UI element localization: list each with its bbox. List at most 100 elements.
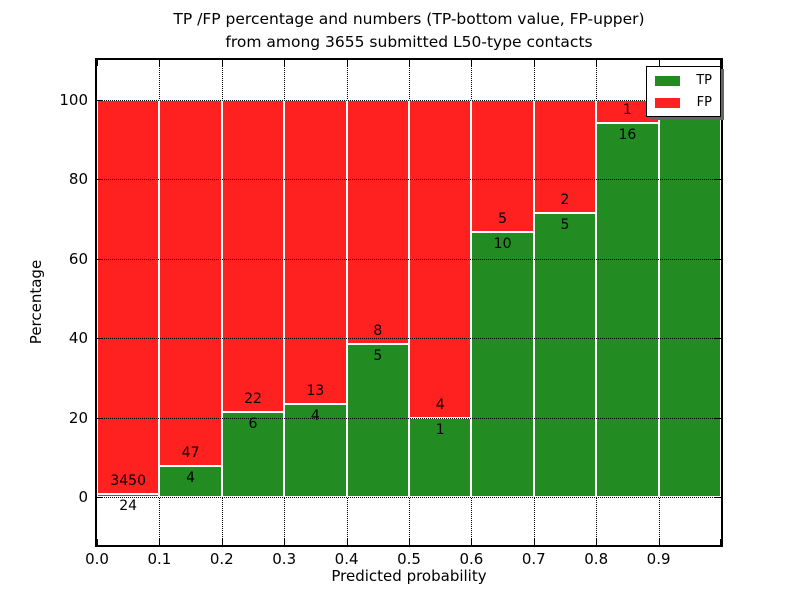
tp-count-label: 16	[618, 127, 637, 144]
y-gridline	[97, 179, 721, 181]
x-tick-mark	[409, 539, 410, 545]
tp-count-label: 4	[186, 469, 196, 486]
fp-count-label: 5	[498, 211, 508, 228]
tp-bar-segment	[658, 100, 721, 497]
x-tick-label: 0.5	[397, 550, 421, 568]
tp-count-label: 6	[248, 415, 258, 432]
plot-area	[95, 58, 723, 547]
y-tick-label: 100	[59, 91, 88, 109]
x-tick-mark	[97, 539, 98, 545]
y-tick-mark	[97, 100, 103, 101]
x-tick-mark	[284, 539, 286, 545]
x-tick-label: 0.2	[209, 550, 234, 568]
x-tick-mark	[720, 60, 721, 66]
fp-count-label: 13	[306, 382, 325, 399]
legend-item-tp: TP	[655, 73, 712, 88]
y-tick-label: 40	[68, 329, 88, 348]
x-tick-label: 0.8	[584, 550, 609, 568]
y-gridline	[97, 497, 721, 498]
fp-count-label: 47	[181, 444, 200, 461]
fp-bar-segment	[533, 100, 597, 214]
x-axis-label: Predicted probability	[331, 567, 487, 585]
y-gridline	[97, 258, 721, 260]
fp-count-label: 3450	[110, 473, 147, 490]
tp-count-label: 24	[119, 498, 138, 515]
y-tick-label: 20	[68, 408, 88, 427]
fp-count-label: 22	[244, 390, 262, 407]
fp-count-label: 2	[560, 192, 570, 209]
y-tick-mark	[97, 179, 103, 181]
fp-bar-segment	[346, 100, 409, 345]
x-tick-mark	[221, 539, 223, 545]
fp-bar-segment	[221, 100, 285, 412]
y-tick-mark	[97, 417, 103, 419]
y-tick-mark	[715, 497, 721, 498]
tp-bar-segment	[221, 411, 285, 497]
y-tick-mark	[715, 258, 721, 260]
x-tick-mark	[346, 60, 348, 66]
fp-bar-segment	[159, 100, 222, 466]
y-gridline	[97, 417, 721, 419]
fp-count-label: 4	[435, 396, 445, 413]
y-tick-label: 80	[68, 170, 88, 189]
x-tick-mark	[720, 539, 721, 545]
tp-legend-label: TP	[696, 73, 712, 88]
tp-bar-segment	[596, 123, 659, 497]
y-tick-mark	[715, 417, 721, 419]
x-tick-mark	[97, 60, 98, 66]
tp-bar-segment	[471, 232, 534, 497]
fp-bar-segment	[97, 100, 160, 495]
y-tick-mark	[715, 338, 721, 340]
tp-bar-segment	[97, 494, 160, 497]
fp-legend-label: FP	[696, 95, 712, 110]
x-tick-mark	[658, 60, 660, 66]
fp-legend-swatch-icon	[655, 97, 680, 108]
y-tick-mark	[715, 179, 721, 181]
x-tick-label: 0.0	[85, 550, 109, 568]
fp-count-label: 8	[373, 323, 383, 340]
tp-bar-segment	[159, 465, 222, 497]
x-tick-mark	[533, 60, 535, 66]
x-tick-label: 0.1	[147, 550, 172, 568]
x-tick-mark	[284, 60, 286, 66]
legend: TP FP	[646, 66, 721, 117]
x-tick-label: 0.4	[334, 550, 359, 568]
chart-title-line2: from among 3655 submitted L50-type conta…	[225, 33, 593, 51]
y-tick-mark	[97, 497, 103, 498]
legend-item-fp: FP	[655, 95, 712, 110]
x-tick-mark	[159, 539, 161, 545]
tp-bar-segment	[533, 213, 597, 497]
tp-count-label: 4	[310, 407, 320, 424]
y-gridline	[97, 338, 721, 340]
x-tick-label: 0.9	[646, 550, 671, 568]
tp-count-label: 10	[493, 236, 512, 253]
x-tick-label: 0.6	[459, 550, 484, 568]
tp-legend-swatch-icon	[655, 75, 680, 86]
y-axis-label: Percentage	[27, 259, 45, 345]
tp-count-label: 1	[435, 421, 445, 438]
tp-bar-segment	[409, 417, 472, 497]
x-tick-mark	[596, 60, 598, 66]
y-tick-mark	[97, 338, 103, 340]
x-tick-mark	[409, 60, 410, 66]
chart-title: TP /FP percentage and numbers (TP-bottom…	[97, 8, 721, 54]
tp-bar-segment	[346, 344, 409, 497]
x-tick-mark	[658, 539, 660, 545]
chart-title-line1: TP /FP percentage and numbers (TP-bottom…	[173, 10, 645, 28]
tp-count-label: 5	[373, 348, 383, 365]
x-tick-mark	[471, 60, 473, 66]
y-gridline	[97, 100, 721, 101]
y-tick-label: 60	[68, 249, 88, 268]
x-tick-mark	[159, 60, 161, 66]
tp-bar-segment	[284, 403, 347, 497]
y-tick-mark	[97, 258, 103, 260]
fp-bar-segment	[284, 100, 347, 404]
fp-count-label: 1	[622, 102, 632, 119]
x-tick-label: 0.3	[272, 550, 297, 568]
x-tick-mark	[533, 539, 535, 545]
x-tick-mark	[471, 539, 473, 545]
x-tick-mark	[346, 539, 348, 545]
x-tick-label: 0.7	[521, 550, 546, 568]
x-tick-mark	[221, 60, 223, 66]
